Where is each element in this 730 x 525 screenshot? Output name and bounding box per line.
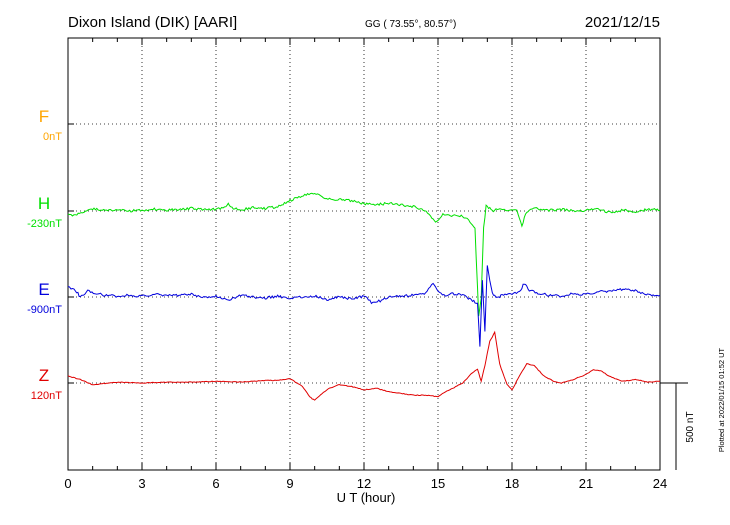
component-letter-h: H bbox=[38, 194, 50, 213]
series-line-e bbox=[67, 265, 661, 347]
x-tick-label: 24 bbox=[653, 476, 667, 491]
x-tick-label: 15 bbox=[431, 476, 445, 491]
component-baseline-f: 0nT bbox=[43, 131, 62, 143]
x-tick-label: 18 bbox=[505, 476, 519, 491]
component-letter-e: E bbox=[38, 280, 49, 299]
series-line-z bbox=[67, 330, 661, 401]
component-letter-f: F bbox=[39, 107, 49, 126]
chart-date: 2021/12/15 bbox=[585, 14, 660, 31]
component-baseline-h: -230nT bbox=[27, 218, 62, 230]
component-baseline-z: 120nT bbox=[31, 390, 62, 402]
series-line-h bbox=[67, 192, 661, 317]
x-tick-label: 6 bbox=[212, 476, 219, 491]
x-tick-labels: 0 3 6 9 12 15 18 21 24 bbox=[64, 476, 667, 491]
x-axis-title: U T (hour) bbox=[337, 490, 396, 505]
station-coordinates: GG ( 73.55°, 80.57°) bbox=[365, 19, 456, 30]
series-lines bbox=[67, 192, 661, 401]
x-tick-label: 12 bbox=[357, 476, 371, 491]
axis-ticks bbox=[67, 38, 661, 470]
component-labels: F 0nT H -230nT E -900nT Z 120nT bbox=[27, 107, 62, 402]
x-tick-label: 0 bbox=[64, 476, 71, 491]
grid-lines bbox=[68, 38, 660, 470]
x-tick-label: 3 bbox=[138, 476, 145, 491]
component-baseline-e: -900nT bbox=[27, 304, 62, 316]
scale-bar-label: 500 nT bbox=[685, 411, 696, 442]
plot-timestamp-note: Plotted at 2022/01/15 01:52 UT bbox=[717, 347, 726, 452]
chart-title: Dixon Island (DIK) [AARI] bbox=[68, 14, 237, 31]
x-tick-label: 21 bbox=[579, 476, 593, 491]
x-tick-label: 9 bbox=[286, 476, 293, 491]
component-letter-z: Z bbox=[39, 366, 49, 385]
